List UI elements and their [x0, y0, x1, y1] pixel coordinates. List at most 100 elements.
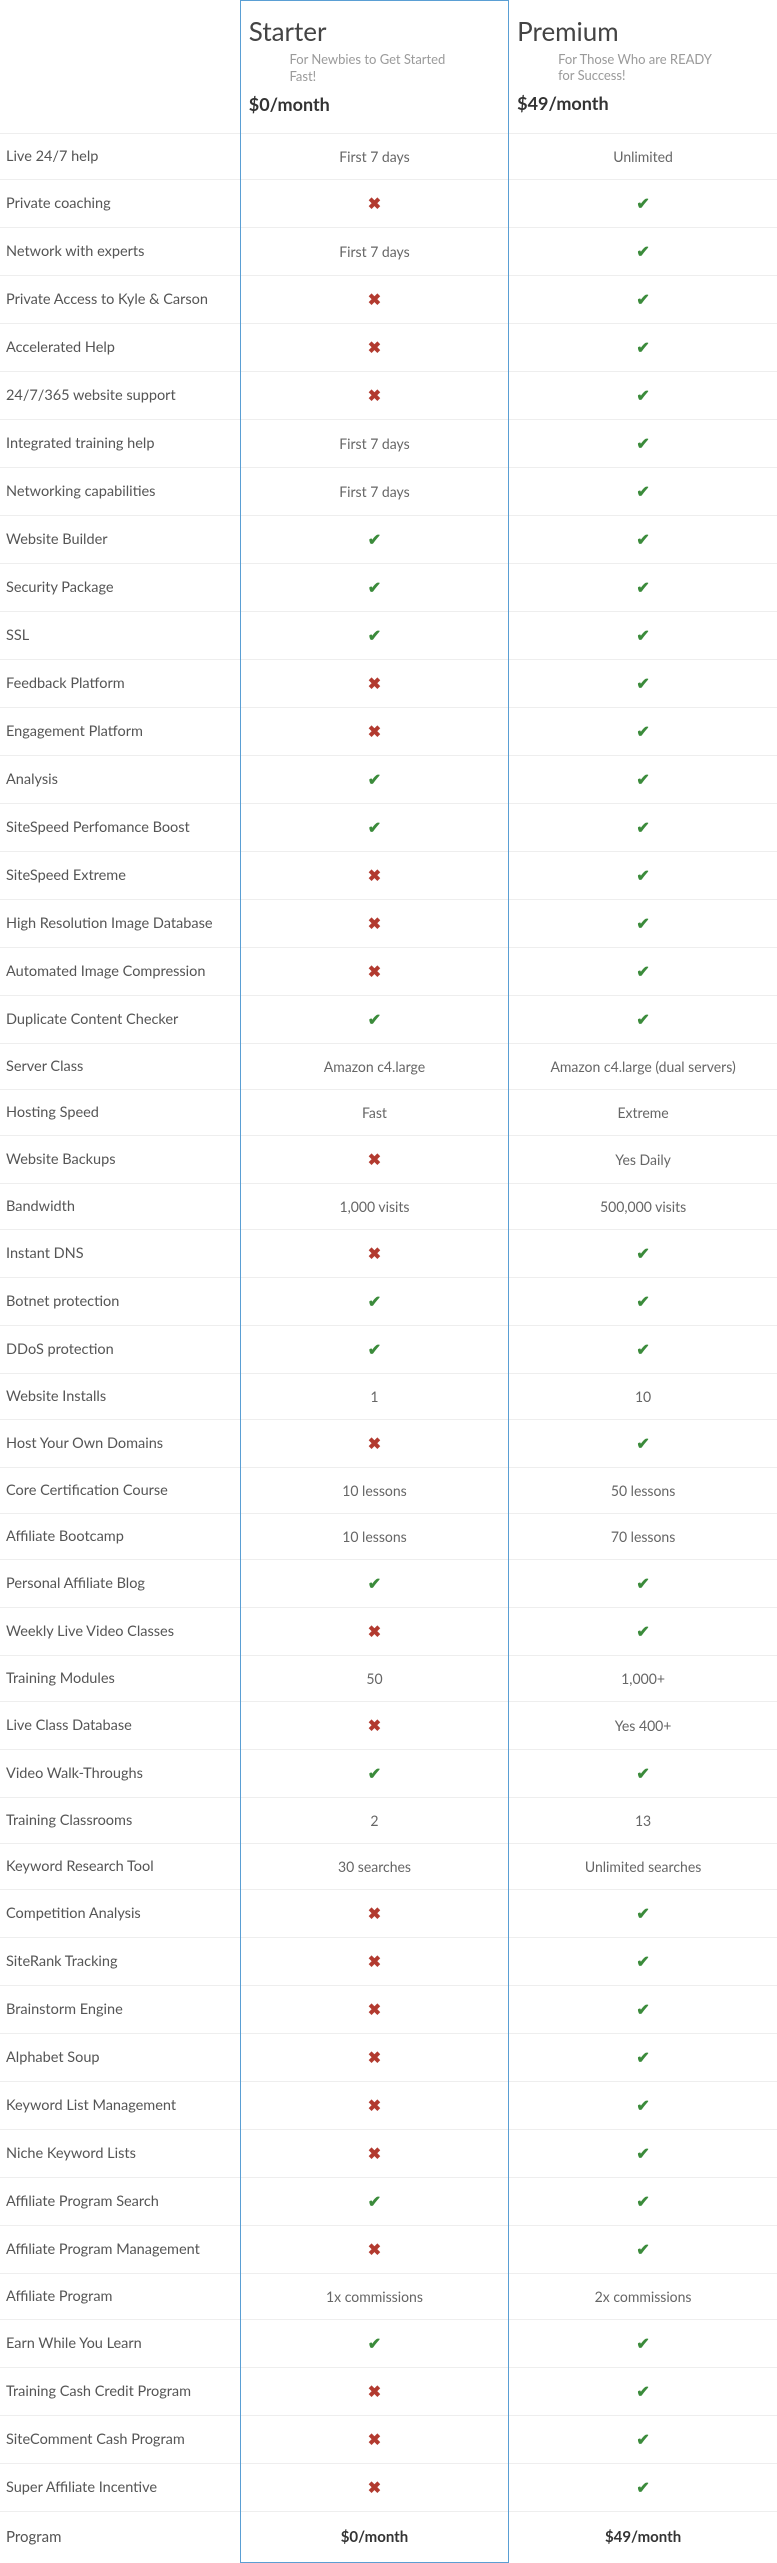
feature-label: Affiliate Bootcamp — [0, 1513, 240, 1559]
premium-value: ✔ — [509, 2463, 777, 2511]
starter-value: ✖ — [240, 1419, 508, 1467]
check-icon: ✔ — [368, 2334, 381, 2353]
check-icon: ✔ — [636, 674, 649, 693]
table-row: Affiliate Bootcamp10 lessons70 lessons — [0, 1513, 777, 1559]
table-row: SiteSpeed Perfomance Boost✔✔ — [0, 803, 777, 851]
feature-label: DDoS protection — [0, 1325, 240, 1373]
feature-label: Engagement Platform — [0, 707, 240, 755]
feature-label: Competition Analysis — [0, 1889, 240, 1937]
cell-text: 2 — [370, 1812, 378, 1829]
check-icon: ✔ — [636, 578, 649, 597]
feature-label: Integrated training help — [0, 419, 240, 467]
table-row: Keyword Research Tool30 searchesUnlimite… — [0, 1843, 777, 1889]
premium-value: Unlimited searches — [509, 1843, 777, 1889]
cell-text: 13 — [635, 1812, 651, 1829]
check-icon: ✔ — [636, 290, 649, 309]
starter-value: ✖ — [240, 1937, 508, 1985]
table-row: Botnet protection✔✔ — [0, 1277, 777, 1325]
table-row: Website Backups✖Yes Daily — [0, 1135, 777, 1183]
feature-label: Live Class Database — [0, 1701, 240, 1749]
feature-label: Video Walk-Throughs — [0, 1749, 240, 1797]
table-row: Weekly Live Video Classes✖✔ — [0, 1607, 777, 1655]
starter-value: ✖ — [240, 2033, 508, 2081]
feature-label: Niche Keyword Lists — [0, 2129, 240, 2177]
premium-value: 500,000 visits — [509, 1183, 777, 1229]
cross-icon: ✖ — [368, 2240, 381, 2259]
feature-label: Hosting Speed — [0, 1089, 240, 1135]
starter-value: ✔ — [240, 611, 508, 659]
check-icon: ✔ — [636, 1574, 649, 1593]
check-icon: ✔ — [636, 1764, 649, 1783]
feature-label: SiteRank Tracking — [0, 1937, 240, 1985]
cross-icon: ✖ — [368, 1434, 381, 1453]
table-row: Security Package✔✔ — [0, 563, 777, 611]
footer-label: Program — [0, 2511, 240, 2562]
premium-value: ✔ — [509, 803, 777, 851]
check-icon: ✔ — [368, 1010, 381, 1029]
starter-value: 1,000 visits — [240, 1183, 508, 1229]
starter-value: ✖ — [240, 1985, 508, 2033]
table-row: Bandwidth1,000 visits500,000 visits — [0, 1183, 777, 1229]
starter-value: ✖ — [240, 851, 508, 899]
cross-icon: ✖ — [368, 2382, 381, 2401]
cell-text: 1x commissions — [326, 2288, 423, 2305]
cell-text: Unlimited — [613, 148, 673, 165]
starter-value: ✔ — [240, 515, 508, 563]
table-row: Automated Image Compression✖✔ — [0, 947, 777, 995]
check-icon: ✔ — [636, 914, 649, 933]
check-icon: ✔ — [636, 866, 649, 885]
table-row: Accelerated Help✖✔ — [0, 323, 777, 371]
plan-subtitle-starter: For Newbies to Get Started Fast! — [289, 51, 459, 85]
table-footer-row: Program $0/month $49/month — [0, 2511, 777, 2562]
table-row: High Resolution Image Database✖✔ — [0, 899, 777, 947]
check-icon: ✔ — [636, 962, 649, 981]
premium-value: Yes Daily — [509, 1135, 777, 1183]
starter-value: ✔ — [240, 2319, 508, 2367]
cell-text: 2x commissions — [595, 2288, 692, 2305]
feature-label: Super Affiliate Incentive — [0, 2463, 240, 2511]
check-icon: ✔ — [636, 2478, 649, 2497]
premium-value: ✔ — [509, 467, 777, 515]
premium-value: ✔ — [509, 2129, 777, 2177]
feature-label: Personal Affiliate Blog — [0, 1559, 240, 1607]
feature-label: Botnet protection — [0, 1277, 240, 1325]
feature-label: Instant DNS — [0, 1229, 240, 1277]
table-row: Private coaching✖✔ — [0, 179, 777, 227]
starter-value: 10 lessons — [240, 1513, 508, 1559]
premium-value: ✔ — [509, 2177, 777, 2225]
starter-value: ✖ — [240, 2225, 508, 2273]
starter-value: ✖ — [240, 1889, 508, 1937]
feature-label: Host Your Own Domains — [0, 1419, 240, 1467]
table-row: Competition Analysis✖✔ — [0, 1889, 777, 1937]
check-icon: ✔ — [368, 626, 381, 645]
feature-label: Training Classrooms — [0, 1797, 240, 1843]
table-row: Brainstorm Engine✖✔ — [0, 1985, 777, 2033]
table-header-row: Starter For Newbies to Get Started Fast!… — [0, 1, 777, 134]
table-row: DDoS protection✔✔ — [0, 1325, 777, 1373]
premium-value: ✔ — [509, 611, 777, 659]
check-icon: ✔ — [636, 1244, 649, 1263]
cross-icon: ✖ — [368, 674, 381, 693]
check-icon: ✔ — [368, 818, 381, 837]
cross-icon: ✖ — [368, 1952, 381, 1971]
feature-label: Analysis — [0, 755, 240, 803]
check-icon: ✔ — [636, 722, 649, 741]
table-row: Keyword List Management✖✔ — [0, 2081, 777, 2129]
cell-text: 500,000 visits — [600, 1198, 686, 1215]
premium-value: 13 — [509, 1797, 777, 1843]
premium-value: Extreme — [509, 1089, 777, 1135]
feature-label: Affiliate Program Management — [0, 2225, 240, 2273]
table-row: 24/7/365 website support✖✔ — [0, 371, 777, 419]
check-icon: ✔ — [636, 2192, 649, 2211]
feature-label: Affiliate Program Search — [0, 2177, 240, 2225]
feature-label: Duplicate Content Checker — [0, 995, 240, 1043]
cross-icon: ✖ — [368, 866, 381, 885]
cross-icon: ✖ — [368, 2430, 381, 2449]
table-row: Hosting SpeedFastExtreme — [0, 1089, 777, 1135]
cell-text: Amazon c4.large — [324, 1058, 425, 1075]
table-row: Affiliate Program1x commissions2x commis… — [0, 2273, 777, 2319]
cross-icon: ✖ — [368, 2048, 381, 2067]
premium-value: ✔ — [509, 1419, 777, 1467]
table-row: Alphabet Soup✖✔ — [0, 2033, 777, 2081]
premium-value: ✔ — [509, 2415, 777, 2463]
